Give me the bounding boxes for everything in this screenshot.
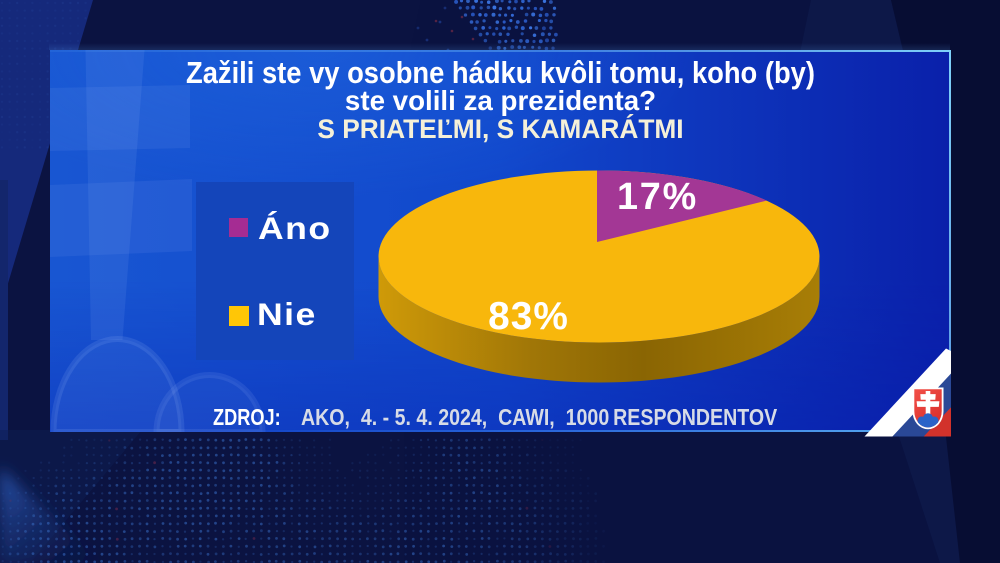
- svg-text:17%: 17%: [617, 176, 698, 218]
- svg-text:83%: 83%: [488, 295, 569, 338]
